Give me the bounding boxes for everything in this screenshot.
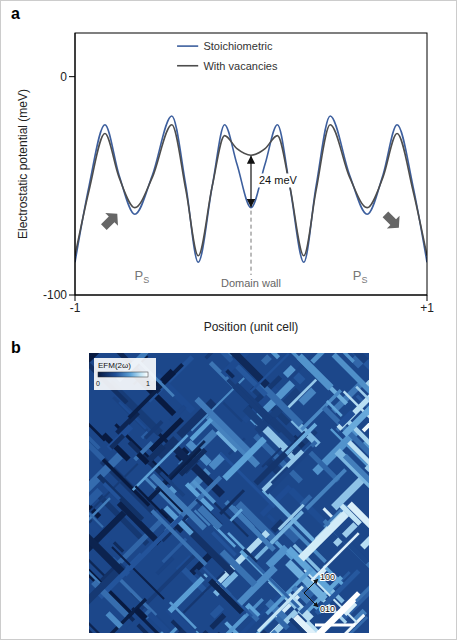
svg-text:010: 010 xyxy=(320,604,335,614)
svg-text:0: 0 xyxy=(96,380,100,387)
svg-text:0: 0 xyxy=(60,70,67,84)
svg-text:Stoichiometric: Stoichiometric xyxy=(203,40,273,52)
svg-text:1: 1 xyxy=(146,380,150,387)
svg-text:PS: PS xyxy=(135,268,150,285)
html-text:a: a xyxy=(11,5,20,22)
svg-text:Electrostatic potential (meV): Electrostatic potential (meV) xyxy=(16,89,30,239)
svg-text:-1: -1 xyxy=(70,301,81,315)
svg-text:EFM(2ω): EFM(2ω) xyxy=(98,361,131,370)
svg-text:-100: -100 xyxy=(43,288,67,302)
svg-text:With vacancies: With vacancies xyxy=(203,60,277,72)
svg-text:100: 100 xyxy=(320,572,335,582)
svg-text:Position (unit cell): Position (unit cell) xyxy=(204,320,299,334)
svg-text:PS: PS xyxy=(353,268,368,285)
html-text:b: b xyxy=(11,339,21,356)
svg-text:+1: +1 xyxy=(420,301,434,315)
svg-text:Domain wall: Domain wall xyxy=(221,277,281,289)
svg-text:24 meV: 24 meV xyxy=(259,174,298,186)
